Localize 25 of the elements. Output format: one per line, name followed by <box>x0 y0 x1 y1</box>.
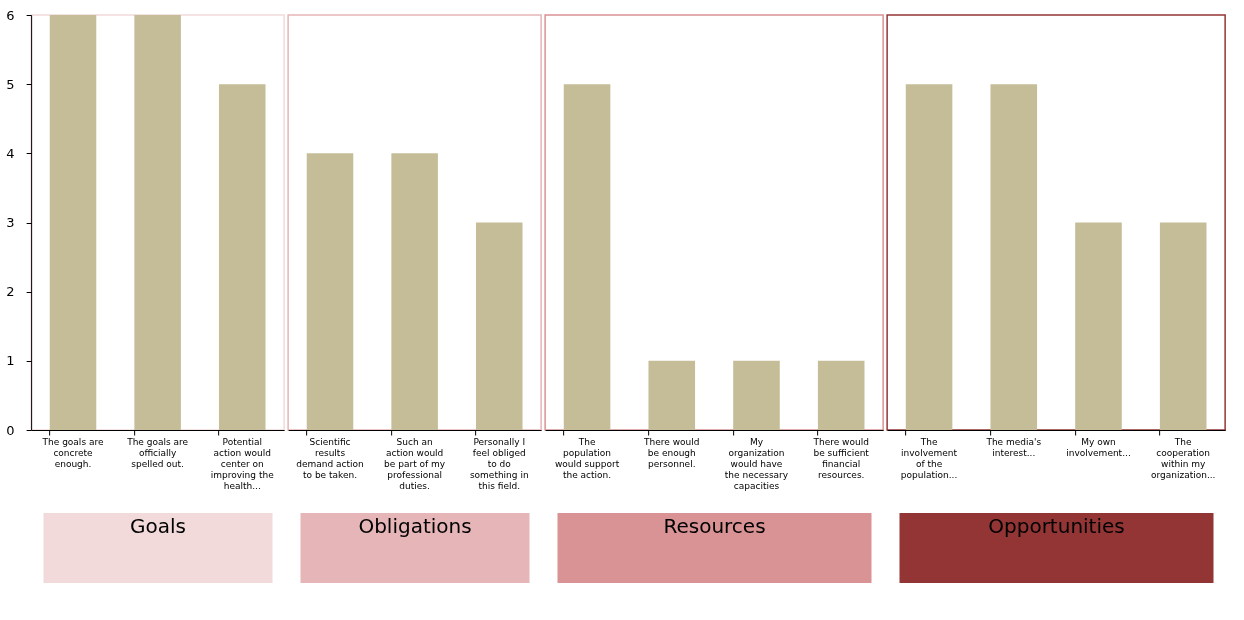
text: Goals <box>130 514 186 538</box>
x-tick-label: Scientific results demand action to be taken. <box>296 436 364 480</box>
x-tick-label: My organization would have the necessary capacities <box>724 436 789 491</box>
y-tick-label: 5 <box>6 76 15 92</box>
x-tick-label: The cooperation within my organization... <box>1150 436 1216 480</box>
x-tick-label: The involvement of the population... <box>900 436 958 480</box>
x-tick-label: The media's interest... <box>985 436 1042 458</box>
x-tick-label: The goals are officially spelled out. <box>126 436 189 469</box>
y-tick-label: 2 <box>6 284 15 300</box>
y-tick-label: 4 <box>6 145 15 161</box>
x-tick-label: My own involvement... <box>1066 436 1131 458</box>
x-tick-label: The goals are concrete enough. <box>41 436 104 469</box>
y-tick-label: 6 <box>6 7 15 23</box>
y-tick-label: 1 <box>6 353 15 369</box>
x-tick-label: The population would support the action. <box>554 436 620 480</box>
x-tick-label: There would be sufficient financial resources. <box>812 436 870 480</box>
y-tick-label: 0 <box>6 422 15 438</box>
x-tick-label: There would be enough personnel. <box>643 436 700 469</box>
y-tick-label: 3 <box>6 215 15 230</box>
text: Resources <box>663 514 766 538</box>
x-tick-label: Personally I feel obliged to do something in this field. <box>469 436 529 491</box>
x-tick-label: Such an action would be part of my professional duties. <box>384 436 446 491</box>
x-tick-label: Potential action would center on improving the health... <box>210 436 275 491</box>
text: Opportunities <box>988 514 1125 538</box>
text: Obligations <box>358 514 472 538</box>
